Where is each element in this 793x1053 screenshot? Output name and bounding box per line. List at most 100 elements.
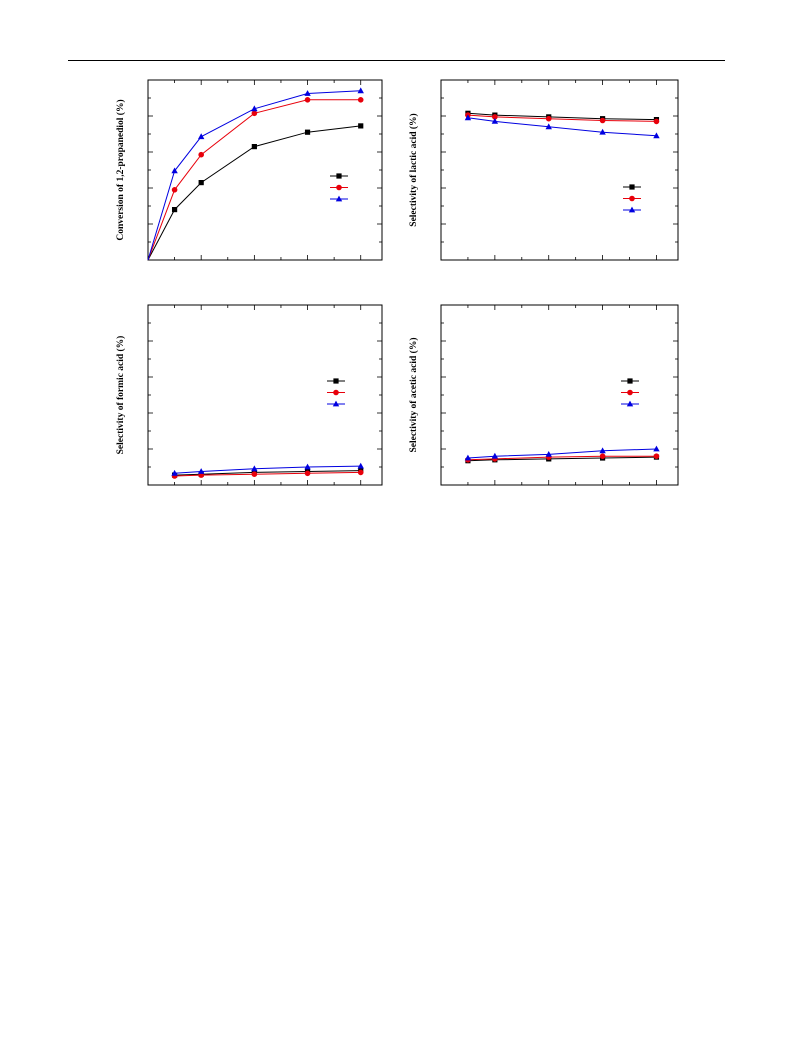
- data-point: [546, 456, 552, 462]
- data-point: [491, 452, 499, 459]
- data-point: [357, 87, 364, 94]
- data-point: [198, 472, 204, 478]
- data-point: [251, 465, 258, 472]
- legend-marker: [626, 400, 634, 407]
- data-point: [251, 471, 258, 478]
- legend-marker: [629, 195, 635, 202]
- legend-marker: [332, 400, 340, 407]
- series-triangle: [147, 87, 364, 261]
- x-axis-ticks: [440, 305, 657, 485]
- data-point: [465, 458, 471, 464]
- data-point: [198, 180, 204, 186]
- legend-marker: [627, 389, 633, 396]
- legend: [327, 378, 345, 407]
- series-square: [465, 110, 660, 123]
- data-point: [599, 117, 606, 124]
- data-point: [545, 451, 552, 457]
- data-point: [197, 468, 205, 474]
- data-point: [599, 116, 606, 122]
- y-axis-title: Selectivity of lactic acid (%): [408, 113, 419, 226]
- legend-marker: [627, 378, 633, 384]
- y-axis-title: Selectivity of acetic acid (%): [408, 337, 419, 452]
- data-point: [465, 457, 471, 463]
- y-axis-title: Conversion of 1,2-propanediol (%): [115, 99, 126, 240]
- series-line: [147, 125, 361, 261]
- series-line: [467, 448, 657, 459]
- data-point: [358, 468, 364, 474]
- series-line: [467, 114, 657, 122]
- data-point: [465, 110, 471, 116]
- data-point: [357, 97, 364, 103]
- data-point: [198, 471, 204, 477]
- data-point: [171, 469, 178, 476]
- data-point: [653, 117, 660, 123]
- data-point: [304, 90, 311, 96]
- series-triangle: [171, 462, 364, 476]
- data-point: [197, 133, 205, 140]
- series-line: [147, 99, 361, 261]
- data-point: [465, 112, 471, 118]
- legend: [330, 173, 348, 202]
- data-point: [171, 167, 178, 174]
- series-line: [147, 90, 361, 261]
- data-point: [171, 207, 178, 213]
- data-point: [304, 129, 311, 135]
- series-line: [174, 471, 361, 477]
- data-point: [492, 114, 498, 120]
- data-point: [198, 151, 204, 158]
- plot-frame: [147, 79, 383, 261]
- data-point: [653, 132, 660, 139]
- data-point: [251, 469, 257, 475]
- data-point: [464, 454, 472, 461]
- data-point: [304, 463, 311, 470]
- data-point: [304, 468, 311, 475]
- data-point: [358, 123, 364, 129]
- legend-marker: [336, 184, 342, 191]
- data-point: [653, 454, 660, 460]
- series-square: [147, 123, 364, 261]
- data-point: [653, 118, 660, 125]
- series-line: [467, 455, 657, 461]
- series-line: [467, 112, 657, 121]
- series-triangle: [464, 445, 660, 461]
- data-point: [653, 453, 660, 460]
- x-axis-ticks: [147, 80, 362, 260]
- plot-frame: [440, 304, 679, 486]
- series-circle: [465, 453, 660, 463]
- legend-marker: [335, 195, 343, 202]
- data-point: [171, 187, 178, 193]
- data-point: [599, 128, 606, 135]
- data-point: [357, 469, 364, 476]
- x-axis-ticks: [147, 305, 362, 485]
- data-point: [251, 105, 258, 112]
- series-line: [174, 470, 361, 476]
- data-point: [492, 456, 498, 462]
- y-axis-ticks: [441, 79, 678, 261]
- legend: [623, 184, 641, 213]
- data-point: [599, 453, 606, 460]
- data-point: [357, 462, 364, 469]
- legend-marker: [628, 206, 636, 213]
- data-point: [251, 110, 258, 117]
- x-axis-ticks: [440, 80, 657, 260]
- data-point: [545, 454, 552, 460]
- data-point: [304, 470, 311, 477]
- legend-marker: [629, 184, 635, 190]
- series-circle: [171, 469, 364, 479]
- y-axis-ticks: [148, 304, 382, 486]
- series-triangle: [464, 114, 660, 139]
- y-axis-ticks: [148, 79, 382, 261]
- plot-frame: [147, 304, 383, 486]
- series-square: [465, 454, 660, 464]
- data-point: [464, 114, 472, 121]
- data-point: [304, 97, 311, 103]
- data-point: [492, 457, 498, 463]
- legend: [621, 378, 639, 407]
- y-axis-title: Selectivity of formic acid (%): [115, 336, 126, 455]
- data-point: [599, 455, 606, 461]
- page-header-rule: [68, 60, 725, 61]
